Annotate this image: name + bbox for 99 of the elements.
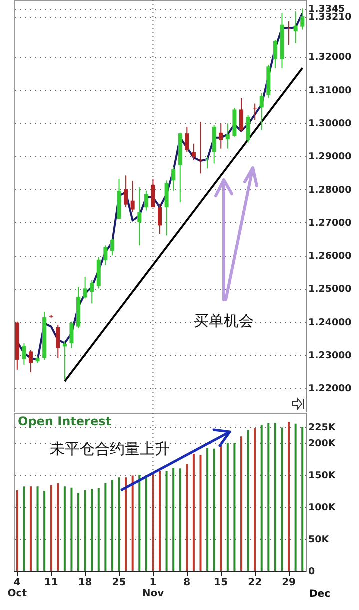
candlestick — [185, 126, 190, 153]
bar — [200, 455, 202, 571]
candlestick — [110, 238, 114, 256]
bar — [78, 492, 80, 571]
bar — [294, 424, 297, 571]
y-tick-label: 1.23000 — [308, 350, 352, 362]
bar — [288, 422, 290, 571]
candlestick — [219, 123, 224, 150]
bar — [30, 486, 32, 571]
candlestick — [239, 98, 244, 132]
bar — [36, 486, 39, 571]
bar — [50, 485, 52, 571]
bar — [111, 480, 114, 571]
annotation: 未平仓合约量上升 — [50, 440, 170, 458]
x-tick-label: 22 — [248, 578, 262, 588]
bar — [281, 428, 284, 571]
bar — [186, 464, 188, 571]
bar — [57, 483, 60, 571]
y-tick-label: 1.22000 — [308, 384, 352, 395]
x-tick-label: 29 — [282, 578, 296, 588]
candlestick — [56, 324, 60, 359]
bar — [104, 483, 107, 571]
candlestick — [273, 40, 278, 69]
candlestick — [294, 11, 298, 44]
y-tick-label: 150K — [308, 470, 336, 482]
bar — [118, 478, 120, 571]
candlestick — [144, 190, 148, 212]
bar — [166, 471, 168, 571]
bar — [98, 488, 100, 571]
bar — [260, 425, 263, 571]
bar — [226, 443, 229, 571]
bar — [247, 430, 250, 571]
candlestick — [158, 204, 162, 235]
bar — [274, 423, 276, 571]
candlestick — [90, 280, 94, 304]
bar — [159, 471, 161, 571]
bar — [125, 478, 128, 571]
y-tick-label: 1.27000 — [308, 218, 352, 229]
candlestick — [70, 321, 74, 349]
candlestick — [172, 166, 176, 192]
bar — [213, 448, 216, 571]
candlestick — [138, 187, 142, 246]
candlestick — [246, 114, 250, 144]
x-tick-label: 15 — [214, 578, 228, 588]
bar — [268, 423, 270, 571]
bar — [206, 448, 209, 571]
y-tick-label: 1.28000 — [308, 184, 352, 196]
bar — [254, 428, 256, 571]
bar — [138, 475, 141, 571]
candlestick — [130, 180, 135, 213]
x-tick-label: 25 — [112, 578, 126, 588]
bar — [192, 454, 195, 571]
candlestick — [62, 341, 67, 380]
y-tick-label: 1.25000 — [308, 284, 352, 296]
y-tick-label: 200K — [308, 438, 336, 450]
candlestick — [22, 342, 26, 366]
bar — [234, 443, 236, 571]
chart-title: Open Interest — [18, 414, 112, 428]
bar — [91, 489, 94, 571]
x-tick-label: 18 — [78, 578, 92, 588]
bar — [302, 427, 304, 571]
bar — [23, 486, 26, 571]
y-tick-label: 1.24000 — [308, 317, 352, 328]
candlestick — [300, 8, 305, 30]
y-tick-label: 1.26000 — [308, 251, 352, 262]
bar — [132, 476, 134, 571]
y-tick-label: 1.33210 — [308, 12, 352, 24]
bar — [16, 490, 18, 571]
y-tick-label: 225K — [308, 422, 336, 434]
candlestick — [260, 92, 264, 131]
bar — [84, 490, 86, 571]
candlestick — [151, 178, 156, 208]
y-tick-label: 50K — [308, 534, 330, 546]
bar — [240, 436, 242, 571]
bar — [44, 491, 46, 571]
y-tick-label: 0 — [308, 566, 316, 578]
y-tick-label: 1.31000 — [308, 85, 352, 96]
bar — [220, 443, 222, 571]
x-tick-label: 4 Oct — [8, 578, 28, 600]
y-tick-label: 1.30000 — [308, 118, 352, 130]
candlestick — [28, 350, 33, 374]
y-tick-label: 1.29000 — [308, 152, 352, 163]
candlestick — [192, 143, 196, 161]
x-tick-label: 11 — [44, 578, 58, 588]
candlestick — [83, 276, 88, 300]
text: Dec — [309, 589, 331, 600]
y-tick-label: 100K — [308, 502, 336, 514]
bar — [172, 468, 175, 571]
bar — [179, 468, 182, 571]
x-tick-label: 8 — [184, 578, 191, 588]
bar — [70, 488, 73, 571]
bar — [64, 486, 66, 571]
y-tick-label: 1.32000 — [308, 52, 352, 64]
bar — [145, 476, 148, 571]
candlestick — [104, 245, 108, 266]
candlestick — [226, 123, 230, 150]
annotation: 买单机会 — [194, 312, 254, 330]
candlestick — [124, 175, 128, 208]
x-tick-label: 1 Nov — [142, 578, 165, 600]
